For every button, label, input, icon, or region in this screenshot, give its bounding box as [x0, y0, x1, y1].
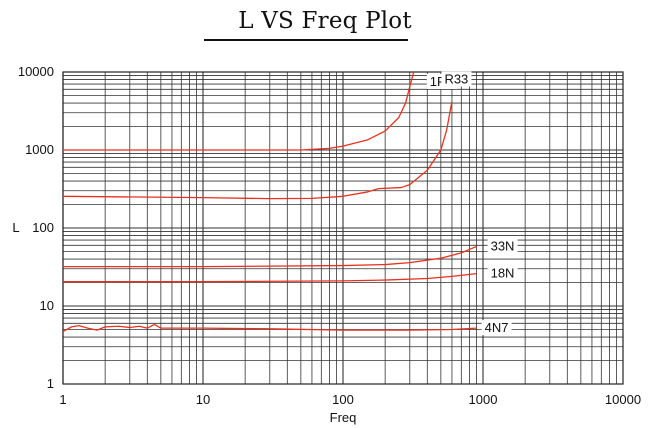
series-label-4n7: 4N7	[485, 320, 509, 335]
x-axis-label: Freq	[330, 410, 357, 425]
series-lines	[62, 71, 477, 333]
series-label-bg	[481, 320, 512, 336]
y-tick-label: 1	[47, 376, 54, 391]
y-tick-label: 100	[32, 220, 54, 235]
series-label-bg	[441, 71, 472, 87]
x-tick-label: 10	[196, 392, 210, 407]
y-tick-label: 1000	[25, 142, 54, 157]
series-line-33n	[63, 245, 477, 268]
plot-frame	[62, 71, 624, 385]
series-label-bg	[487, 238, 518, 254]
series-line-1r0	[63, 71, 415, 151]
tick-labels: 1 10 100 1000 10000 1 10 100 1000 10000	[18, 64, 641, 407]
series-line-r33	[62, 101, 453, 200]
title-underline	[204, 39, 408, 41]
grid-lines	[62, 72, 623, 385]
series-line-4n7	[62, 323, 477, 333]
x-tick-label: 10000	[605, 392, 641, 407]
series-label-18n: 18N	[491, 266, 515, 281]
series-line-18n	[63, 272, 477, 283]
y-tick-label: 10	[40, 298, 54, 313]
series-label-r33: R33	[444, 72, 468, 87]
x-tick-label: 1	[59, 392, 66, 407]
x-tick-label: 100	[332, 392, 354, 407]
series-label-33n: 33N	[491, 238, 515, 253]
series-labels: 1R0R3333N18N4N7	[426, 71, 518, 336]
chart-title: L VS Freq Plot	[238, 8, 412, 34]
y-axis-label: L	[12, 220, 19, 235]
series-label-bg	[487, 265, 518, 281]
y-tick-label: 10000	[18, 64, 54, 79]
x-tick-label: 1000	[469, 392, 498, 407]
